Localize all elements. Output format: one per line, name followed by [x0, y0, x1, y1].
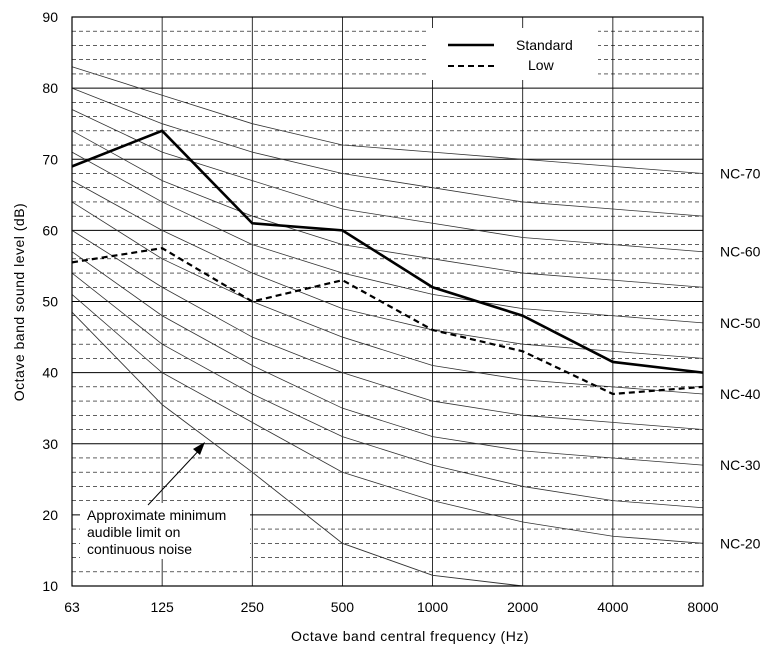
y-axis-title: Octave band sound level (dB) [11, 203, 27, 401]
nc-curve [71, 230, 704, 430]
y-tick-label: 20 [42, 507, 58, 523]
annotation-line-2: audible limit on [87, 524, 180, 540]
nc-curve [71, 294, 704, 544]
x-axis-title: Octave band central frequency (Hz) [291, 628, 529, 644]
nc-curve-label: NC-60 [720, 244, 761, 260]
y-tick-label: 60 [42, 222, 58, 238]
nc-curve [71, 130, 704, 288]
nc-curve [71, 109, 704, 253]
nc-curve-label: NC-70 [720, 165, 761, 181]
annotation-line-3: continuous noise [87, 541, 192, 557]
nc-curve [71, 151, 704, 324]
x-tick-label: 4000 [597, 599, 628, 615]
nc-curve-labels: NC-70 NC-60 NC-50 NC-40 NC-30 NC-20 [720, 165, 761, 551]
nc-curve [71, 272, 704, 509]
legend-label-low: Low [528, 57, 555, 73]
x-tick-label: 63 [64, 599, 80, 615]
nc-curve-label: NC-20 [720, 535, 761, 551]
nc-curve-label: NC-50 [720, 315, 761, 331]
y-tick-label: 40 [42, 365, 58, 381]
data-series [71, 129, 704, 396]
annotation-background [80, 503, 250, 559]
nc-curve [71, 180, 704, 359]
x-tick-label: 125 [150, 599, 174, 615]
legend: Standard Low [428, 28, 598, 80]
y-tick-labels: 10 20 30 40 50 60 70 80 90 [42, 9, 58, 594]
minimum-audible-curve [71, 311, 523, 587]
x-tick-label: 250 [241, 599, 265, 615]
nc-curve-label: NC-40 [720, 386, 761, 402]
nc-curve [71, 201, 704, 395]
y-tick-label: 70 [42, 151, 58, 167]
nc-curves [71, 66, 704, 587]
y-tick-label: 50 [42, 294, 58, 310]
y-tick-label: 90 [42, 9, 58, 25]
plot-border [71, 16, 704, 587]
x-tick-label: 8000 [687, 599, 718, 615]
x-tick-labels: 63 125 250 500 1000 2000 4000 8000 [64, 599, 719, 615]
legend-background [428, 28, 598, 80]
series-low-line [71, 247, 704, 396]
annotation-arrow-line [147, 445, 204, 506]
y-tick-label: 30 [42, 436, 58, 452]
vertical-gridlines [161, 17, 614, 586]
nc-curve-label: NC-30 [720, 457, 761, 473]
major-gridlines [72, 87, 703, 516]
annotation-line-1: Approximate minimum [87, 507, 226, 523]
x-tick-label: 1000 [417, 599, 448, 615]
minimum-audible-annotation: Approximate minimum audible limit on con… [80, 442, 250, 559]
y-tick-label: 80 [42, 80, 58, 96]
series-standard-line [71, 129, 704, 374]
nc-curve [71, 87, 704, 217]
nc-curve [71, 66, 704, 174]
legend-label-standard: Standard [516, 37, 573, 53]
y-tick-label: 10 [42, 578, 58, 594]
x-tick-label: 2000 [507, 599, 538, 615]
annotation-arrowhead [193, 442, 205, 455]
nc-curve [71, 251, 704, 466]
x-tick-label: 500 [331, 599, 355, 615]
